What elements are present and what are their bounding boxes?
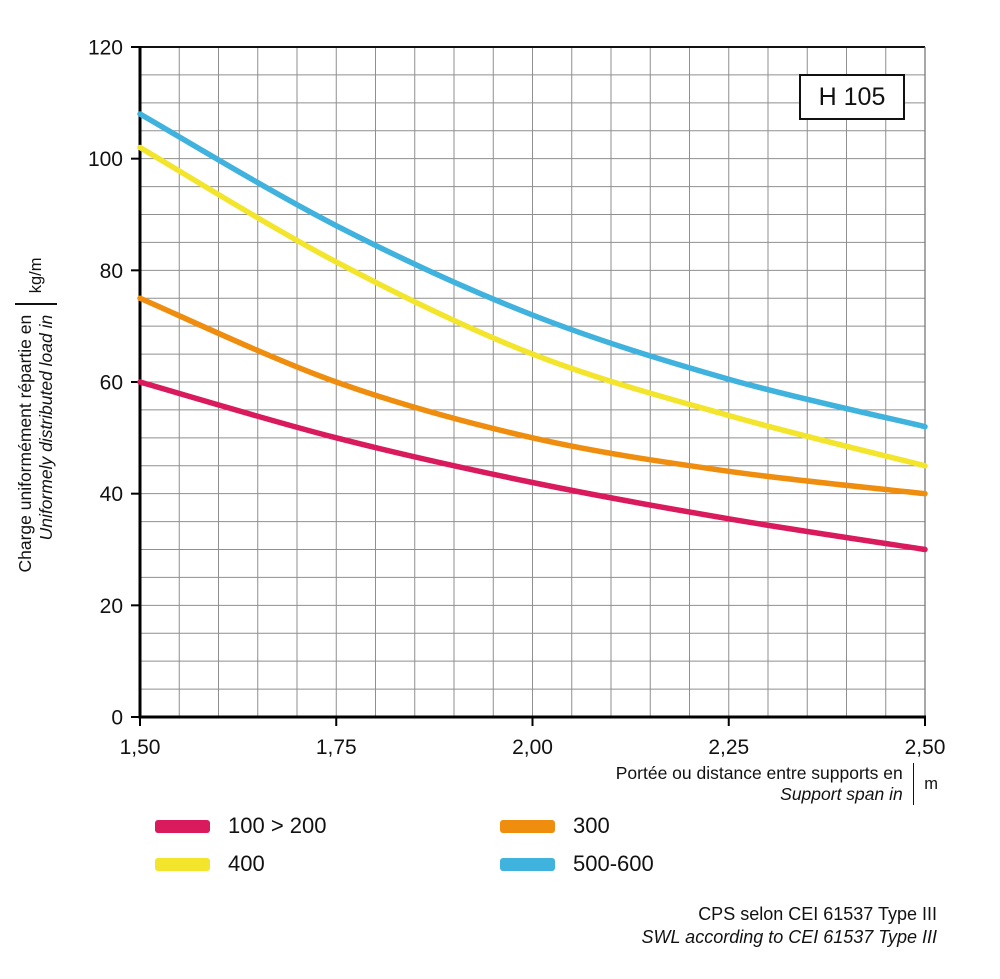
footer-note: CPS selon CEI 61537 Type III SWL accordi… — [642, 903, 938, 948]
y-axis-label-fr: Charge uniformément répartie en — [15, 314, 36, 573]
y-tick-label: 20 — [100, 595, 123, 618]
legend-label-100-200: 100 > 200 — [228, 813, 327, 838]
legend-item: 300 — [500, 813, 654, 839]
legend-item: 400 — [155, 851, 500, 877]
legend-swatch-100-200 — [155, 819, 210, 833]
x-axis-label-en: Support span in — [780, 784, 903, 804]
chart-title-box: H 105 — [799, 74, 905, 120]
y-tick-label: 40 — [100, 483, 123, 506]
footer-line-en: SWL according to CEI 61537 Type III — [641, 926, 938, 947]
y-axis-unit: kg/m — [26, 257, 45, 294]
series-line-300 — [137, 295, 928, 497]
x-axis-label: Portée ou distance entre supports en Sup… — [616, 763, 938, 805]
y-axis-label: Charge uniformément répartie en Uniforme… — [4, 200, 68, 630]
y-axis-label-en: Uniformely distributed load in — [36, 314, 56, 541]
y-tick-label: 60 — [100, 372, 123, 395]
x-axis-text: Portée ou distance entre supports en Sup… — [616, 763, 903, 804]
x-tick-label: 2,50 — [905, 736, 946, 759]
x-tick-label: 1,50 — [120, 736, 161, 759]
y-axis-unit-divider — [15, 303, 57, 305]
legend-item: 500-600 — [500, 851, 654, 877]
x-axis-unit: m — [924, 774, 938, 793]
footer-line-fr: CPS selon CEI 61537 Type III — [698, 904, 937, 924]
legend-item: 100 > 200 — [155, 813, 500, 839]
legend-swatch-400 — [155, 857, 210, 871]
series-line-400 — [137, 144, 928, 469]
x-axis-label-fr: Portée ou distance entre supports en — [615, 763, 903, 784]
legend-swatch-300 — [500, 819, 555, 833]
y-axis-text: Charge uniformément répartie en Uniforme… — [15, 315, 56, 573]
x-axis-unit-divider — [912, 763, 915, 805]
legend-label-400: 400 — [228, 851, 265, 876]
legend-swatch-500-600 — [500, 857, 555, 871]
legend: 100 > 200 300 400 500-600 — [155, 813, 654, 877]
y-tick-label: 120 — [88, 37, 123, 60]
chart-svg: 0 20 40 60 80 100 120 1,50 1,75 2,00 2,25 2,50 — [88, 37, 946, 760]
x-tick-label: 1,75 — [316, 736, 357, 759]
y-tick-label: 0 — [111, 707, 123, 730]
y-tick-label: 80 — [100, 260, 123, 283]
x-tick-label: 2,00 — [512, 736, 553, 759]
series-line-500-600 — [137, 111, 928, 430]
x-tick-label: 2,25 — [708, 736, 749, 759]
legend-label-500-600: 500-600 — [573, 851, 654, 876]
series-line-100>200 — [137, 379, 928, 553]
legend-label-300: 300 — [573, 813, 610, 838]
chart-title: H 105 — [818, 82, 886, 111]
y-tick-label: 100 — [88, 148, 123, 171]
